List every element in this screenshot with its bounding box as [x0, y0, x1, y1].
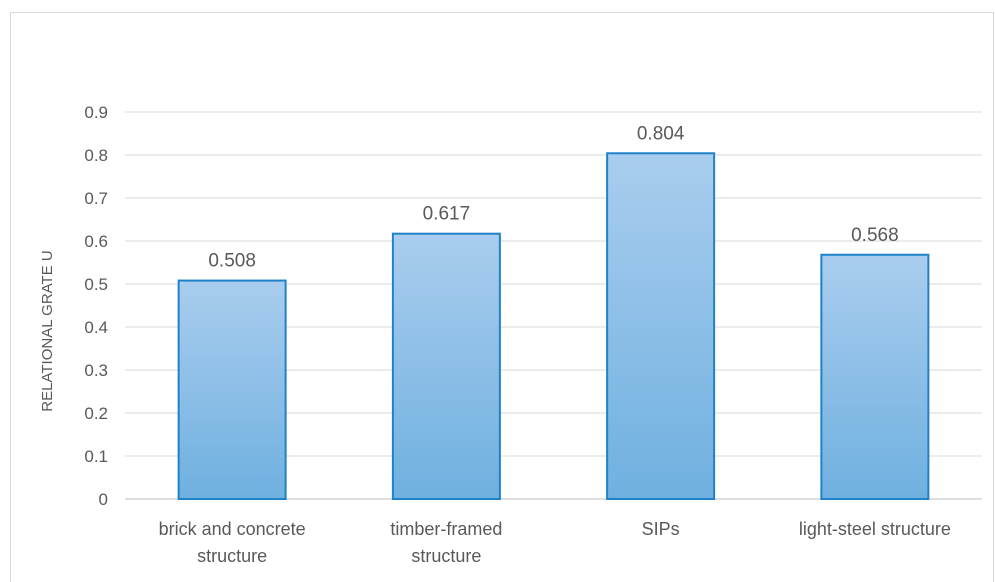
x-category-label: SIPs: [642, 519, 680, 539]
x-category-label: structure: [411, 546, 481, 566]
data-labels: 0.508 0.617 0.804 0.568: [208, 123, 898, 271]
data-label: 0.617: [423, 204, 471, 225]
y-tick-label: 0.7: [84, 189, 108, 208]
data-label: 0.804: [637, 123, 685, 144]
bar: [820, 253, 930, 500]
y-tick-label: 0.1: [84, 447, 108, 466]
y-tick-label: 0.6: [84, 232, 108, 251]
data-label: 0.508: [208, 251, 256, 272]
y-axis-title: RELATIONAL GRATE U: [39, 250, 56, 411]
data-label: 0.568: [851, 225, 899, 246]
y-tick-label: 0.5: [84, 275, 108, 294]
x-category-label: light-steel structure: [799, 519, 951, 539]
x-category-label: brick and concrete: [159, 519, 306, 539]
y-tick-label: 0.2: [84, 404, 108, 423]
x-category-label: timber-framed: [390, 519, 502, 539]
y-tick-label: 0.4: [84, 318, 108, 337]
y-tick-label: 0.3: [84, 361, 108, 380]
x-axis-categories: brick and concrete structure timber-framed…: [159, 519, 951, 566]
bars: [177, 152, 930, 500]
bar: [391, 232, 501, 500]
y-tick-label: 0: [99, 490, 108, 509]
y-tick-label: 0.8: [84, 146, 108, 165]
y-tick-label: 0.9: [84, 103, 108, 122]
bar: [177, 279, 287, 500]
bar: [606, 152, 716, 500]
y-axis-ticks: 0 0.1 0.2 0.3 0.4 0.5 0.6 0.7 0.8 0.9: [84, 103, 108, 509]
x-category-label: structure: [197, 546, 267, 566]
